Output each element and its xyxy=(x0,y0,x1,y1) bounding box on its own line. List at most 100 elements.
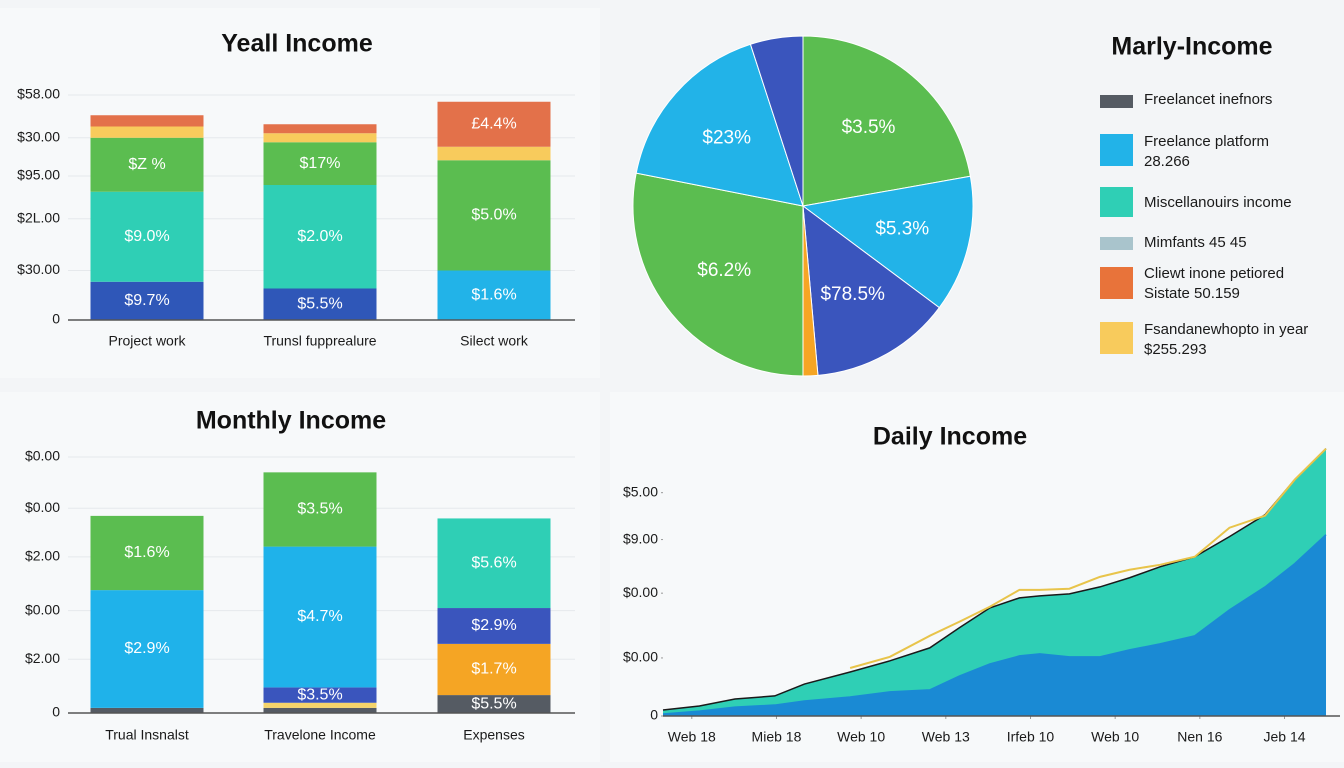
x-tick-label: Web 13 xyxy=(922,729,970,745)
y-tick-label: $0.00 xyxy=(25,448,60,464)
data-label: $4.7% xyxy=(297,608,342,625)
bar-segment xyxy=(437,608,551,644)
bar-segment xyxy=(437,695,551,713)
legend-label: Mimfants 45 45 xyxy=(1144,234,1247,251)
data-label: $5.5% xyxy=(297,295,342,312)
legend-label: $255.293 xyxy=(1144,341,1207,358)
bar-segment xyxy=(437,270,551,320)
bar-segment xyxy=(90,126,204,138)
chart-title: Monthly Income xyxy=(196,407,386,435)
y-tick-label: 0 xyxy=(650,707,658,723)
x-tick-label: Project work xyxy=(108,333,186,349)
data-label: $Z % xyxy=(128,156,165,173)
bar-segment xyxy=(437,643,551,696)
bar-segment xyxy=(437,101,551,147)
x-tick-label: Web 10 xyxy=(1091,729,1139,745)
bar-segment xyxy=(90,281,204,320)
data-label: $6.2% xyxy=(697,260,751,281)
data-label: $2.0% xyxy=(297,228,342,245)
x-tick-label: Web 10 xyxy=(837,729,885,745)
chart-title: Daily Income xyxy=(873,423,1027,451)
pie-slice xyxy=(802,204,940,376)
bar-segment xyxy=(263,124,377,134)
x-tick-label: Expenses xyxy=(463,727,524,743)
data-label: $3.5% xyxy=(297,686,342,703)
y-tick-label: 0 xyxy=(52,704,60,720)
legend-label: Cliewt inone petiored xyxy=(1144,265,1284,282)
bar-segment xyxy=(263,142,377,185)
bar-segment xyxy=(263,133,377,143)
data-label: $5.5% xyxy=(471,695,516,712)
data-label: $3.5% xyxy=(297,501,342,518)
y-tick-label: $30.00 xyxy=(17,128,60,144)
bar-segment xyxy=(90,707,204,713)
y-tick-label: $0.00 xyxy=(623,649,658,665)
legend-swatch xyxy=(1100,267,1133,299)
data-label: $9.7% xyxy=(124,292,169,309)
y-tick-label: $0.00 xyxy=(25,499,60,515)
bar-segment xyxy=(263,185,377,289)
data-label: $5.6% xyxy=(471,554,516,571)
data-label: $17% xyxy=(300,155,341,172)
bar-segment xyxy=(263,702,377,708)
legend-swatch xyxy=(1100,322,1133,354)
pie-slice xyxy=(632,172,804,377)
x-tick-label: Mieb 18 xyxy=(752,729,802,745)
data-label: £4.4% xyxy=(471,115,516,132)
legend-swatch xyxy=(1100,237,1133,250)
y-tick-label: $0.00 xyxy=(623,584,658,600)
bar-segment xyxy=(437,518,551,609)
bar-segment xyxy=(90,137,204,192)
pie-slice xyxy=(802,35,971,207)
data-label: $1.6% xyxy=(124,544,169,561)
y-tick-label: $2L.00 xyxy=(17,209,60,225)
x-tick-label: Jeb 14 xyxy=(1263,729,1305,745)
bar-segment xyxy=(90,115,204,127)
bar-segment xyxy=(90,590,204,708)
data-label: $5.0% xyxy=(471,207,516,224)
legend-label: 28.266 xyxy=(1144,153,1190,170)
data-label: $5.3% xyxy=(875,219,929,240)
y-tick-label: $9.00 xyxy=(623,530,658,546)
bar-segment xyxy=(263,472,377,547)
pie-slice xyxy=(635,43,804,207)
legend-swatch xyxy=(1100,134,1133,166)
legend-label: Freelance platform xyxy=(1144,133,1269,150)
x-tick-label: Travelone Income xyxy=(264,727,376,743)
area-line xyxy=(662,534,1327,715)
bar-segment xyxy=(90,515,204,591)
y-tick-label: $5.00 xyxy=(623,483,658,499)
bar-segment xyxy=(437,146,551,161)
bar-segment xyxy=(437,160,551,271)
y-tick-label: $2.00 xyxy=(25,650,60,666)
legend-swatch xyxy=(1100,95,1133,108)
x-tick-label: Silect work xyxy=(460,333,529,349)
data-label: $23% xyxy=(702,127,751,148)
legend-title: Marly-Income xyxy=(1111,33,1272,61)
data-label: $1.7% xyxy=(471,661,516,678)
legend-label: Freelancet inefnors xyxy=(1144,91,1272,108)
data-label: $2.9% xyxy=(124,640,169,657)
area-line xyxy=(662,448,1327,711)
bar-segment xyxy=(263,687,377,703)
x-tick-label: Irfeb 10 xyxy=(1007,729,1055,745)
y-tick-label: $0.00 xyxy=(25,601,60,617)
data-label: $3.5% xyxy=(842,117,896,138)
x-tick-label: Web 18 xyxy=(668,729,716,745)
line xyxy=(849,447,1327,669)
pie-slice xyxy=(749,35,804,207)
data-label: $2.9% xyxy=(471,617,516,634)
area-fill xyxy=(663,534,1326,716)
legend-label: Fsandanewhopto in year xyxy=(1144,321,1308,338)
bar-segment xyxy=(263,288,377,320)
bar-segment xyxy=(263,707,377,713)
data-label: $9.0% xyxy=(124,228,169,245)
data-label: $1.6% xyxy=(471,286,516,303)
y-tick-label: 0 xyxy=(52,311,60,327)
y-tick-label: $58.00 xyxy=(17,86,60,102)
y-tick-label: $2.00 xyxy=(25,548,60,564)
legend-label: Sistate 50.159 xyxy=(1144,285,1240,302)
bar-segment xyxy=(263,546,377,688)
y-tick-label: $30.00 xyxy=(17,261,60,277)
